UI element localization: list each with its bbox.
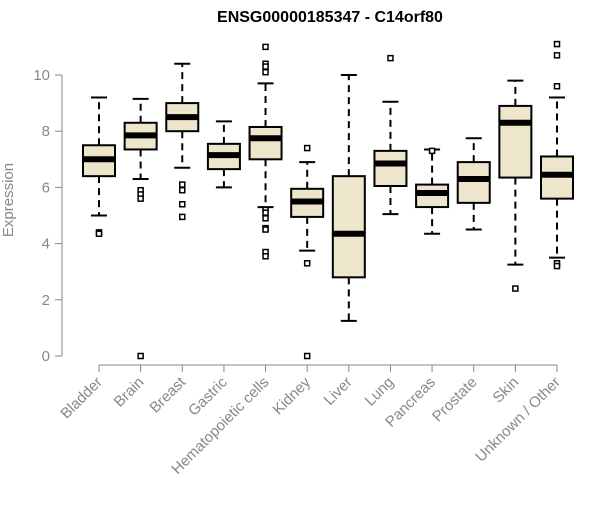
x-tick-label: Breast xyxy=(146,373,189,416)
box-group xyxy=(331,74,366,322)
outlier-point xyxy=(179,186,186,194)
y-axis: 0 2 4 6 8 10 xyxy=(33,67,63,365)
box-group xyxy=(82,96,116,238)
x-tick-label: Brain xyxy=(111,374,148,411)
outlier-point xyxy=(387,54,394,62)
outlier-point xyxy=(179,213,186,221)
outlier-point xyxy=(179,181,186,188)
x-tick-label: Prostate xyxy=(429,374,481,426)
box-group xyxy=(165,62,200,221)
box-group xyxy=(540,40,574,270)
outlier-point xyxy=(262,209,269,216)
outlier-point xyxy=(262,63,269,70)
outlier-point xyxy=(553,82,561,90)
x-tick-label: Bladder xyxy=(57,374,106,423)
outlier-point xyxy=(95,230,103,238)
y-axis-label: Expression xyxy=(0,163,17,237)
box-iqr xyxy=(248,125,283,161)
box-group xyxy=(456,137,491,231)
x-tick-label: Lung xyxy=(362,374,398,410)
x-tick-label: Skin xyxy=(490,374,523,407)
box-iqr xyxy=(456,161,491,204)
y-tick-label: 6 xyxy=(42,179,50,196)
box-group xyxy=(206,120,241,189)
outlier-point xyxy=(553,262,561,270)
y-tick-label: 8 xyxy=(42,123,50,140)
outlier-point xyxy=(137,195,144,202)
box-iqr xyxy=(331,175,366,279)
box-group xyxy=(415,147,450,235)
boxes xyxy=(82,40,574,360)
x-tick-label: Liver xyxy=(321,374,356,409)
outlier-point xyxy=(303,260,311,267)
y-tick-label: 10 xyxy=(33,67,50,84)
box-group xyxy=(498,79,533,292)
outlier-point xyxy=(553,40,561,48)
box-group xyxy=(373,54,408,216)
y-tick-label: 2 xyxy=(42,292,50,309)
box-group xyxy=(248,43,283,260)
box-iqr xyxy=(498,104,533,179)
outlier-point xyxy=(428,147,436,155)
y-tick-label: 0 xyxy=(42,348,50,365)
outlier-point xyxy=(262,226,269,233)
box-iqr xyxy=(373,149,408,187)
outlier-point xyxy=(303,352,311,360)
outlier-point xyxy=(262,252,269,260)
outlier-point xyxy=(553,52,561,59)
outlier-point xyxy=(262,43,269,51)
chart-title: ENSG00000185347 - C14orf80 xyxy=(217,9,443,26)
outlier-point xyxy=(262,215,269,222)
y-tick-label: 4 xyxy=(42,236,50,253)
outlier-point xyxy=(137,352,144,360)
outlier-point xyxy=(303,144,311,152)
outlier-point xyxy=(179,201,186,208)
x-tick-label: Kidney xyxy=(270,373,315,418)
outlier-point xyxy=(512,285,519,292)
outlier-point xyxy=(262,68,269,76)
box-group xyxy=(290,144,325,360)
box-group xyxy=(123,97,158,360)
